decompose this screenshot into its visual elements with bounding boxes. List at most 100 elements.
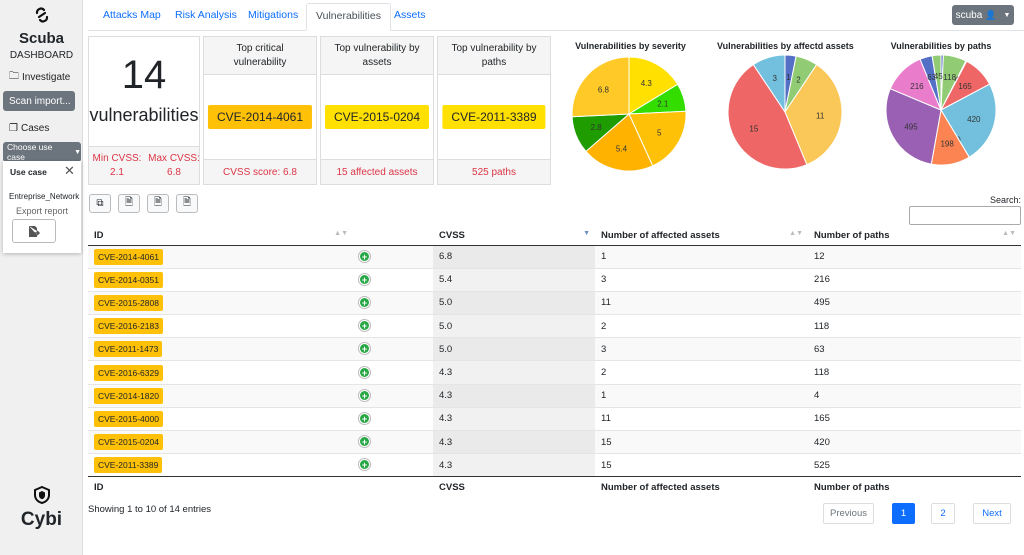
cve-id-badge[interactable]: CVE-2014-4061 [94,248,163,265]
paths-cell: 420 [808,429,1021,454]
top-paths-footer: 525 paths [438,159,550,184]
cases-label: Cases [20,122,50,134]
cvss-range: Min CVSS: 2.1 Max CVSS: 6.8 [89,146,200,184]
pdf-button[interactable]: 🗎 [176,194,198,213]
paths-cell: 165 [808,406,1021,431]
cve-id-badge[interactable]: CVE-2014-0351 [94,271,163,288]
excel-button[interactable]: 🗎 [147,194,169,213]
pie-slice[interactable] [752,54,786,114]
pie-slice[interactable] [628,56,679,115]
page-2-button[interactable]: 2 [931,503,955,524]
use-case-panel: Use case ✕ Entreprise_Network Export rep… [3,161,81,253]
copy-button[interactable]: ⧉ [89,194,111,213]
export-report-button[interactable] [12,219,56,243]
cve-id-badge[interactable]: CVE-2016-2183 [94,318,163,335]
sort-icon: ▲▼ [334,230,348,237]
table-row: CVE-2014-0351 +5.4 3 216 [88,267,1021,292]
csv-button[interactable]: 🗎 [118,194,140,213]
copy-icon: ❐ [9,122,18,134]
pie-slice-label: 63 [927,73,936,82]
cve-id-badge[interactable]: CVE-2014-1820 [94,387,163,404]
previous-page-button[interactable]: Previous [823,503,874,524]
paths-cell: 118 [808,314,1021,338]
pie-slice-label: 165 [958,82,972,91]
main-tabs: Attacks Map Risk Analysis Mitigations Vu… [88,0,1024,31]
top-assets-footer: 15 affected assets [321,159,433,184]
column-header-cvss[interactable]: CVSS ▼ [433,226,595,246]
pie-slice[interactable] [585,113,654,172]
scuba-link-icon [35,7,48,23]
table-row: CVE-2015-0204 +4.3 15 420 [88,429,1021,454]
expand-plus-icon[interactable]: + [359,436,370,448]
footer-id: ID [88,476,353,497]
severity-chart-title: Vulnerabilities by severity [575,41,686,51]
paths-cell: 12 [808,244,1021,269]
expand-plus-icon[interactable]: + [359,366,370,378]
column-header-assets[interactable]: Number of affected assets ▲▼ [595,226,808,246]
copy-icon: ⧉ [96,198,104,209]
caret-down-icon: ▼ [74,148,81,156]
pie-slice-label: 2.1 [657,100,669,109]
pie-slice[interactable] [571,56,630,118]
choose-use-case-dropdown[interactable]: Choose use case ▼ [3,142,81,162]
min-cvss-value: 2.1 [110,167,124,178]
tab-attacks-map[interactable]: Attacks Map [103,9,161,21]
use-case-value: Entreprise_Network [9,192,80,201]
expand-plus-icon[interactable]: + [359,343,370,355]
expand-plus-icon[interactable]: + [359,459,370,471]
column-header-paths[interactable]: Number of paths ▲▼ [808,226,1021,246]
top-assets-cve[interactable]: CVE-2015-0204 [324,105,430,129]
cve-id-cell: CVE-2011-3389 [88,453,353,477]
table-row: CVE-2014-4061 +6.8 1 12 [88,244,1021,269]
tab-assets[interactable]: Assets [394,9,426,21]
vulnerabilities-table: ID ▲▼ CVSS ▼ Number of affected assets ▲▼ N… [88,226,1021,497]
assets-cell: 11 [595,406,808,431]
cve-id-badge[interactable]: CVE-2016-6329 [94,364,163,381]
cve-id-badge[interactable]: CVE-2015-0204 [94,434,163,451]
tab-vulnerabilities[interactable]: Vulnerabilities [306,3,391,31]
top-critical-cve[interactable]: CVE-2014-4061 [207,105,313,129]
scan-import-button[interactable]: Scan import... [3,91,75,111]
cvss-cell: 5.0 [433,314,595,338]
page-1-button[interactable]: 1 [892,503,915,524]
user-menu-button[interactable]: scuba 👤 ▼ [952,5,1014,25]
pie-slice-label: 495 [904,122,918,131]
search-label: Search: [990,195,1022,205]
assets-cell: 15 [595,429,808,454]
cve-id-badge[interactable]: CVE-2015-2808 [94,294,163,311]
cve-id-badge[interactable]: CVE-2015-4000 [94,410,163,427]
pie-slice[interactable] [940,83,997,158]
search-input[interactable] [909,206,1021,225]
close-icon[interactable]: ✕ [64,163,75,178]
scan-import-label: Scan import... [9,95,71,107]
top-paths-cve[interactable]: CVE-2011-3389 [442,105,546,129]
vulnerability-count: 14 [121,53,167,97]
paths-pie-chart: 12118416542001984952166345 [885,54,997,166]
file-icon: 🗎 [124,197,134,208]
pie-slice[interactable] [931,54,942,111]
tab-mitigations[interactable]: Mitigations [248,9,299,21]
pie-slice[interactable] [727,63,808,170]
expand-plus-icon[interactable]: + [359,412,370,424]
column-header-id[interactable]: ID ▲▼ [88,226,353,246]
cases-button[interactable]: ❐ Cases [3,118,75,138]
pie-slice[interactable] [628,110,687,167]
assets-cell: 11 [595,290,808,315]
expand-plus-icon[interactable]: + [359,296,370,308]
investigate-button[interactable]: 🗀 Investigate [3,67,75,87]
pie-slice[interactable] [885,88,942,165]
pie-slice-label: 4.3 [641,79,653,88]
tab-risk-analysis[interactable]: Risk Analysis [175,9,237,21]
file-export-icon [29,225,40,237]
expand-plus-icon[interactable]: + [359,273,370,285]
cve-id-badge[interactable]: CVE-2011-3389 [94,457,163,474]
table-row: CVE-2016-6329 +4.3 2 118 [88,360,1021,385]
table-row: CVE-2011-3389 +4.3 15 525 [88,453,1021,477]
expand-plus-icon[interactable]: + [359,389,370,401]
table-row: CVE-2011-1473 +5.0 3 63 [88,337,1021,361]
next-page-button[interactable]: Next [973,503,1011,524]
cve-id-badge[interactable]: CVE-2011-1473 [94,341,163,358]
expand-plus-icon[interactable]: + [359,250,370,262]
pie-slice[interactable] [784,63,843,166]
expand-plus-icon[interactable]: + [359,320,370,332]
